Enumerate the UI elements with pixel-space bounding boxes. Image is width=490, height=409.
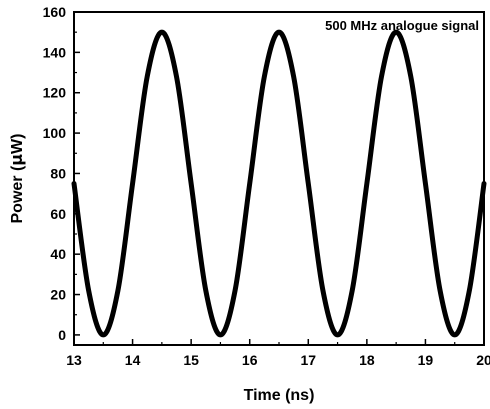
y-tick-label: 40 [50,246,66,262]
series-line [71,29,487,338]
x-tick-label: 15 [183,352,199,368]
y-tick-label: 140 [43,44,67,60]
ticks-layer: 13 14 15 16 17 18 19 20 0 20 40 60 80 100 120 140 160 [43,4,490,368]
y-axis-title: Power (μW) [7,133,26,223]
x-tick-label: 14 [125,352,141,368]
chart-annotation: 500 MHz analogue signal [325,18,479,33]
x-tick-label: 19 [418,352,434,368]
x-tick-label: 17 [300,352,316,368]
x-tick-label: 16 [242,352,258,368]
y-tick-label: 0 [58,327,66,343]
series-layer [71,29,487,338]
x-axis-title: Time (ns) [244,387,315,404]
x-tick-label: 20 [476,352,490,368]
x-tick-label: 18 [359,352,375,368]
y-tick-label: 160 [43,4,67,20]
y-axis-title-unit: μ [7,154,26,166]
y-tick-label: 20 [50,287,66,303]
y-tick-label: 80 [50,165,66,181]
y-axis-title-suffix: W) [9,133,26,153]
y-tick-label: 100 [43,125,67,141]
y-tick-label: 120 [43,85,67,101]
y-axis-title-prefix: Power ( [9,165,26,223]
x-tick-label: 13 [66,352,82,368]
y-tick-label: 60 [50,206,66,222]
